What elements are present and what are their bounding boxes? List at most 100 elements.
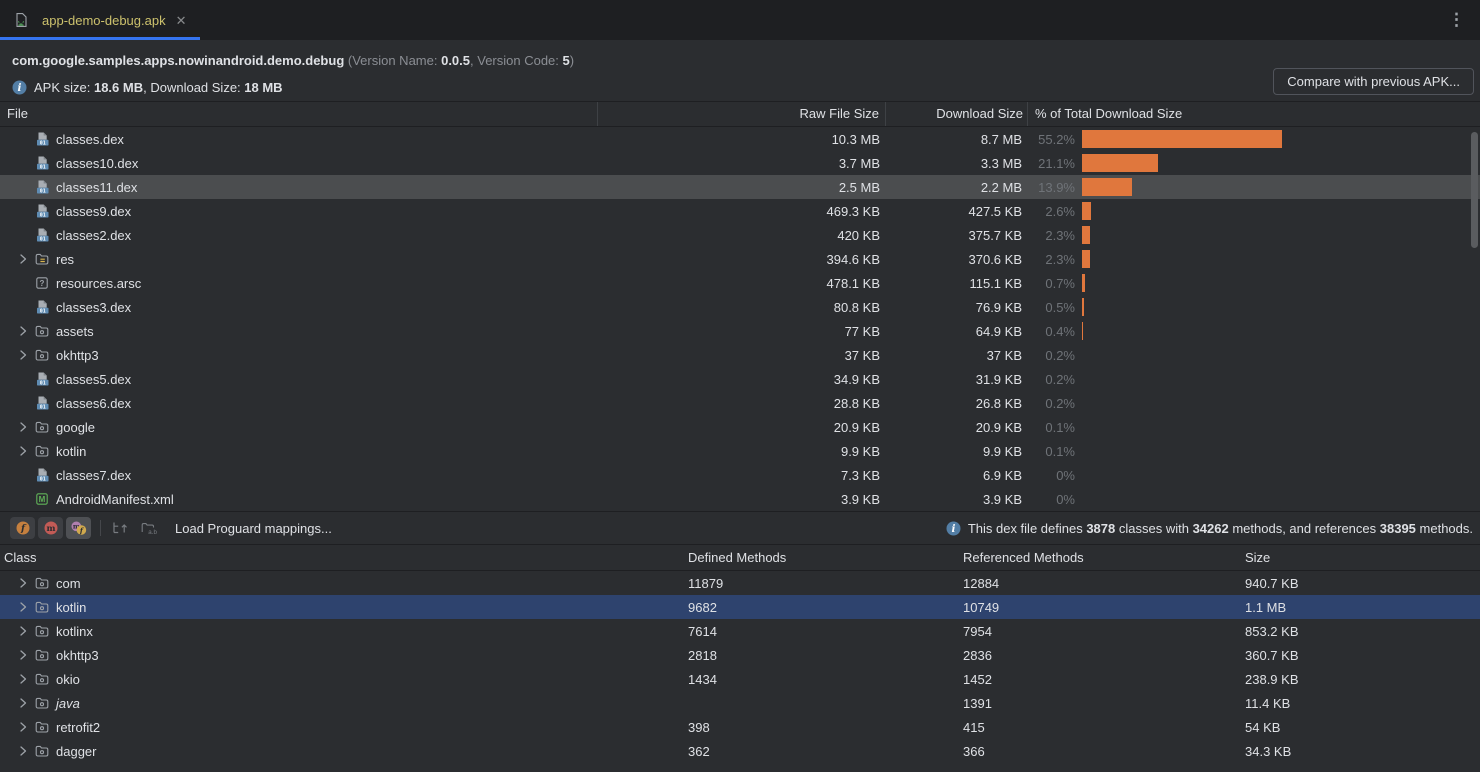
column-header-size[interactable]: Size [1240,545,1480,570]
chevron-right-icon[interactable] [12,648,34,662]
pct-cell: 0% [1028,487,1480,511]
referenced-methods: 1452 [958,672,1240,687]
file-row[interactable]: 01classes9.dex469.3 KB427.5 KB2.6% [0,199,1480,223]
chevron-right-icon[interactable] [12,624,34,638]
class-name: dagger [56,744,96,759]
close-tab-icon[interactable]: ✕ [176,14,187,27]
file-row[interactable]: google20.9 KB20.9 KB0.1% [0,415,1480,439]
file-name: AndroidManifest.xml [56,492,174,507]
raw-file-size: 3.7 MB [598,156,886,171]
chevron-right-icon[interactable] [12,672,34,686]
apk-file-icon [13,12,29,28]
pct-cell: 0.2% [1028,343,1480,367]
file-row[interactable]: kotlin9.9 KB9.9 KB0.1% [0,439,1480,463]
compare-with-previous-apk-button[interactable]: Compare with previous APK... [1273,68,1474,95]
file-row[interactable]: 01classes.dex10.3 MB8.7 MB55.2% [0,127,1480,151]
deobfuscate-names-icon[interactable]: a.b [139,519,161,537]
file-row[interactable]: 01classes2.dex420 KB375.7 KB2.3% [0,223,1480,247]
file-row[interactable]: 01classes6.dex28.8 KB26.8 KB0.2% [0,391,1480,415]
class-row[interactable]: dagger36236634.3 KB [0,739,1480,763]
referenced-methods: 2836 [958,648,1240,663]
file-row[interactable]: 01classes3.dex80.8 KB76.9 KB0.5% [0,295,1480,319]
chevron-right-icon[interactable] [12,348,34,362]
show-fields-button[interactable]: f [10,517,35,539]
download-pct-bar [1082,178,1132,196]
chevron-right-icon[interactable] [12,600,34,614]
version-close-paren: ) [570,53,574,68]
package-folder-icon [34,743,50,759]
load-proguard-mappings-link[interactable]: Load Proguard mappings... [175,521,332,536]
class-row[interactable]: com1187912884940.7 KB [0,571,1480,595]
class-row[interactable]: okio14341452238.9 KB [0,667,1480,691]
chevron-right-icon[interactable] [12,324,34,338]
dex-icon: 01 [34,203,50,219]
vertical-scrollbar[interactable] [1471,132,1478,248]
defined-methods: 398 [683,720,958,735]
pct-of-total: 0.2% [1028,396,1075,411]
file-row[interactable]: res394.6 KB370.6 KB2.3% [0,247,1480,271]
file-row[interactable]: 01classes11.dex2.5 MB2.2 MB13.9% [0,175,1480,199]
pct-cell: 21.1% [1028,151,1480,175]
class-row[interactable]: kotlin9682107491.1 MB [0,595,1480,619]
pct-of-total: 0.1% [1028,444,1075,459]
pct-cell: 0% [1028,463,1480,487]
download-pct-bar [1082,322,1083,340]
referenced-methods-count: 38395 [1380,521,1416,536]
chevron-right-icon[interactable] [12,744,34,758]
class-row[interactable]: kotlinx76147954853.2 KB [0,619,1480,643]
chevron-right-icon[interactable] [12,252,34,266]
class-name: okhttp3 [56,648,99,663]
expand-tree-icon[interactable] [109,519,131,537]
pct-of-total: 2.3% [1028,252,1075,267]
apk-size-label: APK size: [34,80,94,95]
raw-file-size: 10.3 MB [598,132,886,147]
apk-size-text: APK size: 18.6 MB, Download Size: 18 MB [34,80,283,95]
dex-viewer-toolbar: f m mf a.b Load Proguard mappings... i T… [0,511,1480,544]
pct-cell: 13.9% [1028,175,1480,199]
class-row[interactable]: okhttp328182836360.7 KB [0,643,1480,667]
column-header-download-size[interactable]: Download Size [886,102,1028,126]
pct-of-total: 0.7% [1028,276,1075,291]
class-name-cell: kotlinx [0,623,683,639]
chevron-right-icon[interactable] [12,576,34,590]
pct-of-total: 13.9% [1028,180,1075,195]
pct-of-total: 2.3% [1028,228,1075,243]
download-size: 64.9 KB [886,324,1028,339]
show-methods-button[interactable]: m [38,517,63,539]
file-name-cell: 01classes2.dex [0,227,598,243]
file-row[interactable]: 01classes7.dex7.3 KB6.9 KB0% [0,463,1480,487]
package-folder-icon [34,623,50,639]
chevron-right-icon[interactable] [12,720,34,734]
class-size: 54 KB [1240,720,1480,735]
pct-cell: 0.4% [1028,319,1480,343]
download-size: 427.5 KB [886,204,1028,219]
class-name-cell: okio [0,671,683,687]
info-icon: i [946,521,961,536]
file-row[interactable]: 01classes10.dex3.7 MB3.3 MB21.1% [0,151,1480,175]
tab-apk-analyzer[interactable]: app-demo-debug.apk ✕ [0,0,200,40]
chevron-right-icon[interactable] [12,444,34,458]
svg-text:01: 01 [40,236,46,242]
column-header-pct-of-total[interactable]: % of Total Download Size [1028,102,1480,126]
column-header-defined-methods[interactable]: Defined Methods [683,545,958,570]
column-header-referenced-methods[interactable]: Referenced Methods [958,545,1240,570]
column-header-class[interactable]: Class [0,545,683,570]
more-options-icon[interactable]: ⋮ [1448,10,1480,30]
raw-file-size: 77 KB [598,324,886,339]
class-row[interactable]: retrofit239841554 KB [0,715,1480,739]
file-row[interactable]: assets77 KB64.9 KB0.4% [0,319,1480,343]
file-row[interactable]: ?resources.arsc478.1 KB115.1 KB0.7% [0,271,1480,295]
show-referenced-nodes-button[interactable]: mf [66,517,91,539]
download-pct-bar [1082,130,1282,148]
pct-of-total: 0.5% [1028,300,1075,315]
chevron-right-icon[interactable] [12,420,34,434]
class-row[interactable]: java139111.4 KB [0,691,1480,715]
chevron-right-icon[interactable] [12,696,34,710]
class-table-header: Class Defined Methods Referenced Methods… [0,544,1480,571]
file-row[interactable]: 01classes5.dex34.9 KB31.9 KB0.2% [0,367,1480,391]
column-header-file[interactable]: File [0,102,598,126]
file-row[interactable]: MAndroidManifest.xml3.9 KB3.9 KB0% [0,487,1480,511]
column-header-raw-file-size[interactable]: Raw File Size [598,102,886,126]
file-row[interactable]: okhttp337 KB37 KB0.2% [0,343,1480,367]
package-line: com.google.samples.apps.nowinandroid.dem… [12,47,1468,74]
